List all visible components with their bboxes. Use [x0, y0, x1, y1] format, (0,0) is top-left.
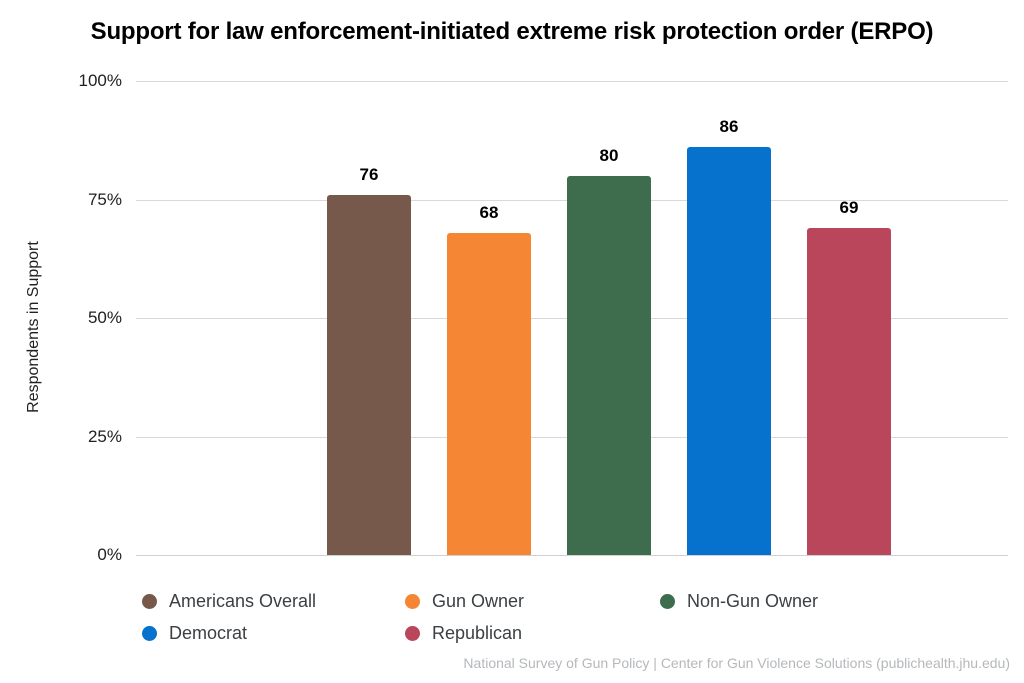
- bar-republican[interactable]: [807, 227, 891, 555]
- y-tick-label: 50%: [87, 308, 122, 327]
- source-note: National Survey of Gun Policy | Center f…: [463, 655, 1010, 671]
- bar-value-label: 68: [479, 202, 499, 222]
- legend-swatch-icon: [405, 593, 420, 609]
- legend-swatch-icon: [405, 625, 420, 641]
- plot-area: 76 68 80 86 69: [136, 81, 1008, 556]
- legend-swatch-icon: [142, 625, 157, 641]
- bar-democrat[interactable]: [687, 147, 771, 555]
- y-tick-label: 100%: [78, 71, 122, 90]
- bar-value-label: 86: [719, 117, 739, 137]
- bar-value-label: 76: [359, 164, 379, 184]
- legend-row: Democrat Republican: [142, 617, 902, 649]
- gridline: [136, 555, 1008, 556]
- y-axis-tick-labels: 100% 75% 50% 25% 0%: [12, 71, 122, 564]
- bar-gun-owner[interactable]: [447, 232, 531, 555]
- legend-item-label: Non-Gun Owner: [687, 590, 819, 611]
- chart-title: Support for law enforcement-initiated ex…: [90, 18, 934, 45]
- bar-value-label: 69: [839, 197, 859, 217]
- bar-non-gun-owner[interactable]: [567, 175, 651, 555]
- y-tick-label: 25%: [87, 426, 122, 446]
- legend-item-non-gun-owner[interactable]: Non-Gun Owner: [660, 585, 818, 617]
- legend-item-label: Democrat: [169, 622, 248, 643]
- legend-item-label: Americans Overall: [169, 590, 317, 611]
- y-tick-label: 0%: [97, 545, 122, 564]
- chart-legend: Americans Overall Gun Owner Non-Gun Owner …: [142, 585, 902, 649]
- y-tick-label: 75%: [87, 189, 122, 209]
- legend-item-republican[interactable]: Republican: [405, 617, 522, 649]
- legend-item-label: Gun Owner: [432, 590, 525, 611]
- legend-row: Americans Overall Gun Owner Non-Gun Owner: [142, 585, 902, 617]
- legend-swatch-icon: [142, 593, 157, 609]
- bar-value-label: 80: [599, 145, 619, 165]
- legend-item-democrat[interactable]: Democrat: [142, 617, 247, 649]
- bar-americans-overall[interactable]: [327, 194, 411, 555]
- gridline: [136, 81, 1008, 82]
- legend-swatch-icon: [660, 593, 675, 609]
- legend-item-americans-overall[interactable]: Americans Overall: [142, 585, 316, 617]
- legend-item-gun-owner[interactable]: Gun Owner: [405, 585, 524, 617]
- legend-item-label: Republican: [432, 622, 523, 643]
